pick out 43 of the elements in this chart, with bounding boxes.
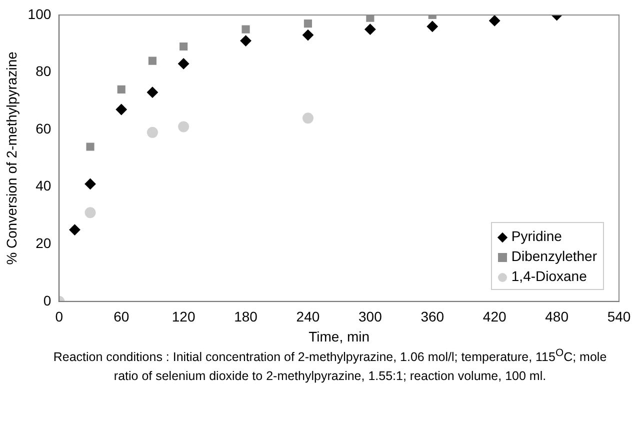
x-axis-title: Time, min — [308, 328, 370, 344]
y-tick-label: 0 — [43, 292, 52, 308]
legend-label: Pyridine — [510, 227, 563, 246]
point — [148, 56, 156, 65]
x-tick-label: 360 — [420, 308, 444, 325]
legend-label: Dibenzylether — [510, 247, 597, 266]
legend-label: 1,4-Dioxane — [510, 267, 588, 286]
x-tick-label: 420 — [482, 308, 506, 325]
y-tick-label: 20 — [36, 234, 52, 251]
y-tick-label: 100 — [28, 6, 52, 22]
point — [86, 142, 94, 151]
point — [426, 20, 438, 32]
x-tick-label: 300 — [358, 308, 382, 325]
point — [84, 207, 96, 218]
text: Reaction conditions : Initial concentration of 2-methylpyrazine, 1.06 mol/l; temperature, 115$^{O}$C; mole ratio of selenium dioxide to 2-methylpyrazine, 1.55:1; reaction volume, 100 ml. — [53, 348, 607, 384]
point — [178, 58, 190, 70]
x-tick-label: 180 — [234, 308, 258, 325]
point — [178, 121, 190, 132]
point — [364, 24, 376, 35]
y-tick-label: 60 — [36, 120, 52, 136]
point — [302, 112, 314, 124]
x-tick-label: 120 — [172, 308, 196, 325]
point — [302, 30, 314, 41]
y-axis-title: % Conversion of 2-methylpyrazine — [3, 51, 20, 265]
point — [240, 35, 252, 46]
point — [117, 85, 126, 94]
point — [84, 178, 96, 190]
x-tick-label: 0 — [55, 308, 64, 325]
point — [366, 15, 374, 22]
point — [69, 224, 80, 236]
y-tick-label: 40 — [36, 178, 52, 194]
point — [304, 20, 312, 28]
point — [146, 126, 158, 138]
x-tick-label: 540 — [607, 308, 631, 325]
point — [242, 25, 250, 34]
x-tick-label: 240 — [296, 308, 320, 325]
y-tick-label: 80 — [36, 63, 52, 80]
point — [146, 86, 158, 98]
point — [489, 15, 500, 26]
point — [116, 104, 127, 116]
x-tick-label: 480 — [545, 308, 569, 325]
point — [180, 42, 188, 51]
x-tick-label: 60 — [114, 308, 130, 325]
